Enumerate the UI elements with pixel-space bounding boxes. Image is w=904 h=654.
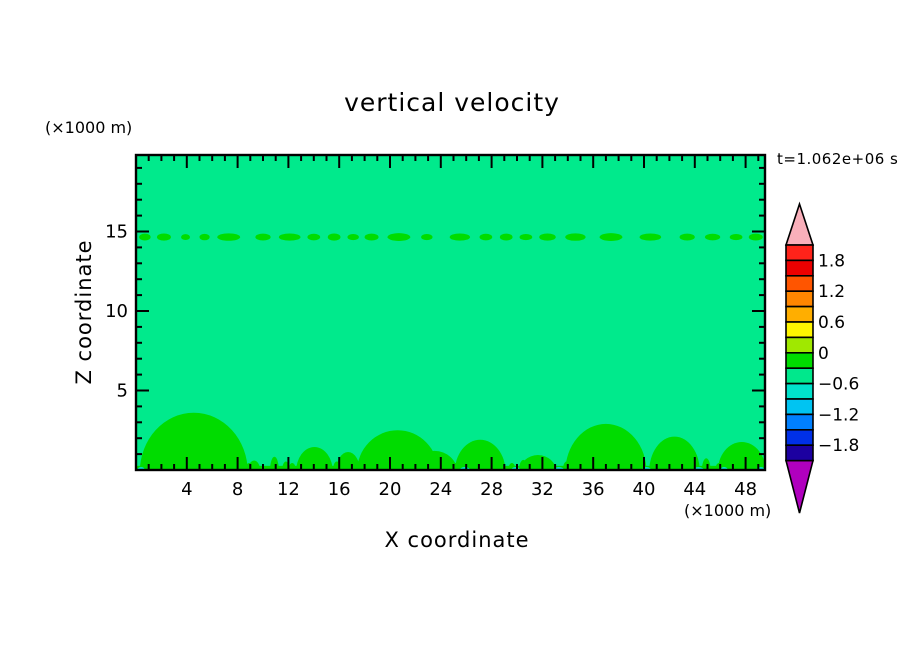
colorbar-box: [785, 305, 814, 323]
ground-bump: [518, 459, 528, 470]
x-tick-label: 4: [181, 479, 192, 500]
colorbar: 1.8 1.2 0.6 0 −0.6 −1.2 −1.8: [784, 201, 859, 514]
colorbar-over-arrow: [784, 201, 815, 246]
chart-title: vertical velocity: [344, 88, 560, 117]
colorbar-tick-label: −1.8: [818, 436, 859, 456]
x-tick-label: 28: [480, 479, 503, 500]
y-tick-label: 10: [105, 301, 128, 322]
tropopause-blob: [599, 233, 623, 241]
tropopause-blob: [704, 233, 721, 241]
tropopause-blob: [347, 233, 359, 241]
colorbar-box: [785, 244, 814, 262]
colorbar-under-arrow: [784, 459, 815, 514]
x-tick-label: 20: [379, 479, 402, 500]
y-tick-label: 15: [105, 222, 128, 243]
x-tick-label: 36: [582, 479, 605, 500]
ground-bump: [465, 458, 475, 470]
time-annotation: t=1.062e+06 s: [777, 150, 899, 168]
ground-bump: [745, 461, 754, 470]
x-tick-label: 44: [683, 479, 706, 500]
colorbar-box: [785, 321, 814, 339]
tropopause-blob: [156, 233, 171, 241]
colorbar-box: [785, 336, 814, 354]
tropopause-blob: [539, 233, 556, 241]
updraft-mound: [296, 446, 333, 470]
field-layer: [136, 155, 765, 470]
x-tick-label: 16: [328, 479, 351, 500]
colorbar-box: [785, 444, 814, 462]
ground-bump: [490, 456, 501, 470]
tropopause-blob: [679, 233, 695, 241]
colorbar-box: [785, 413, 814, 431]
tropopause-blob: [278, 233, 301, 241]
colorbar-tick-label: −0.6: [818, 375, 859, 395]
colorbar-tick-label: 1.8: [818, 251, 845, 271]
colorbar-tick-label: 1.2: [818, 282, 845, 302]
tropopause-blob: [639, 233, 662, 241]
tropopause-blob: [307, 233, 321, 241]
updraft-mound: [565, 423, 647, 470]
ground-bump: [288, 463, 296, 470]
y-tick-label: 5: [117, 381, 128, 402]
tropopause-blob: [199, 233, 210, 241]
tropopause-blob: [499, 233, 513, 241]
x-tick-label: 32: [531, 479, 554, 500]
plot-field: [136, 155, 765, 470]
tropopause-blob: [565, 233, 586, 241]
updraft-mound: [649, 436, 700, 470]
tropopause-blob: [255, 233, 271, 241]
x-axis-title: X coordinate: [384, 528, 530, 552]
tropopause-blob: [139, 233, 151, 241]
tropopause-blob: [387, 233, 411, 241]
tropopause-blob: [364, 233, 379, 241]
tropopause-blob: [181, 234, 190, 241]
colorbar-box: [785, 290, 814, 308]
tropopause-blob: [519, 233, 533, 241]
colorbar-tick-label: −1.2: [818, 405, 859, 425]
updraft-mound: [139, 412, 248, 470]
x-axis-unit-label: (×1000 m): [684, 501, 772, 520]
colorbar-tick-label: 0: [818, 344, 829, 364]
x-tick-label: 48: [734, 479, 757, 500]
tropopause-blob: [479, 233, 493, 241]
plot-frame: [134, 153, 767, 472]
colorbar-box: [785, 398, 814, 416]
tropopause-blob: [327, 233, 341, 241]
x-tick-label: 8: [232, 479, 243, 500]
colorbar-box: [785, 274, 814, 292]
tropopause-blob: [217, 233, 241, 241]
tropopause-blob: [729, 233, 743, 241]
y-axis-unit-label: (×1000 m): [45, 118, 133, 137]
ground-bump: [622, 463, 630, 470]
x-tick-label: 12: [277, 479, 300, 500]
x-tick-label: 40: [633, 479, 656, 500]
tropopause-blob: [748, 233, 763, 241]
colorbar-tick-label: 0.6: [818, 313, 845, 333]
ground-bump: [416, 461, 425, 470]
colorbar-box: [785, 367, 814, 385]
colorbar-box: [785, 428, 814, 446]
x-tick-label: 24: [429, 479, 452, 500]
colorbar-box: [785, 259, 814, 277]
tropopause-blob: [449, 233, 471, 241]
updraft-mound: [357, 430, 439, 470]
colorbar-box: [785, 382, 814, 400]
colorbar-box: [785, 351, 814, 369]
ground-bump: [631, 459, 641, 470]
ground-bump: [656, 463, 665, 470]
tropopause-blob: [421, 233, 433, 241]
